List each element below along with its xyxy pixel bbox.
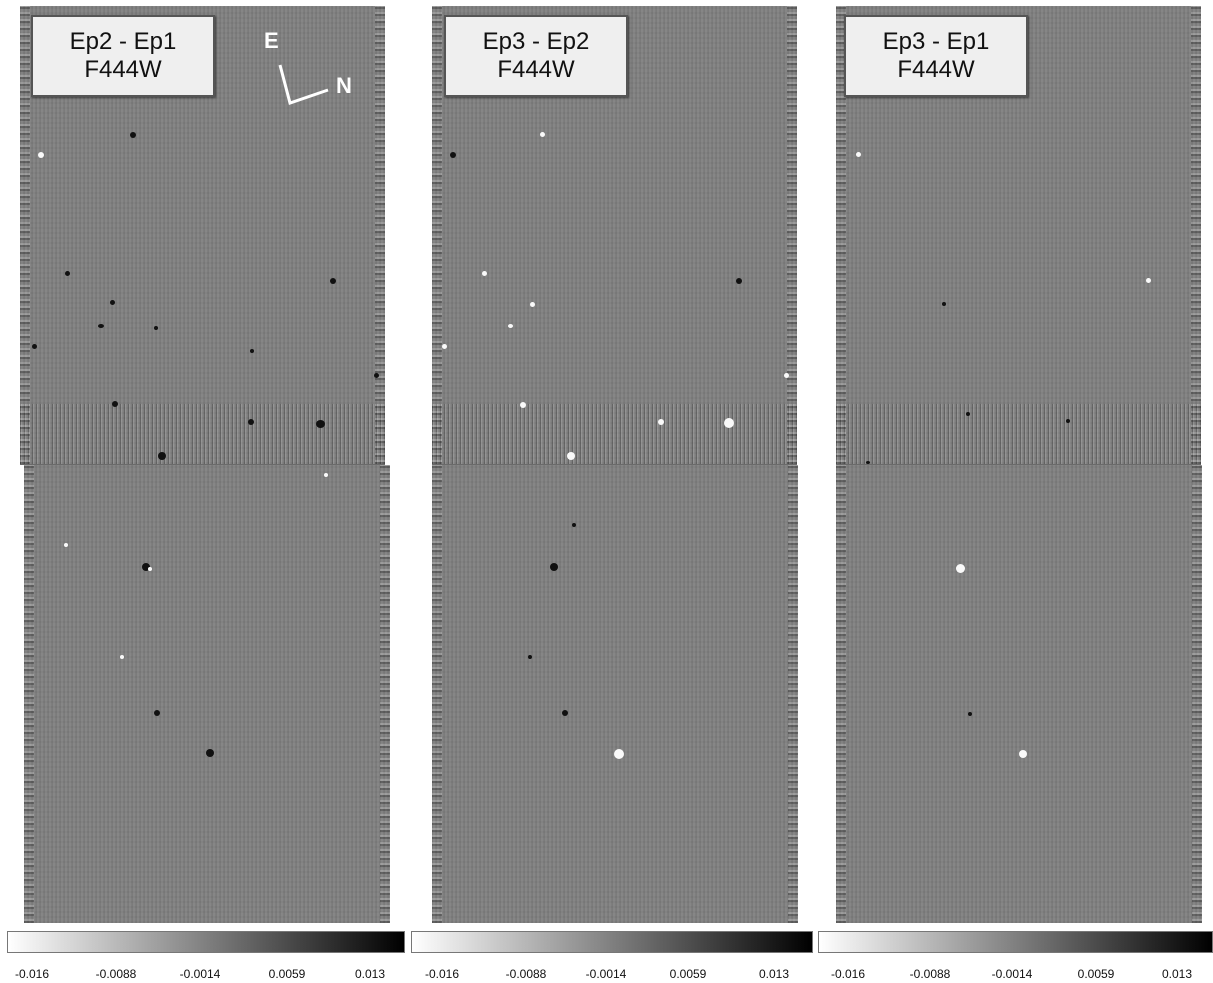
panel-label: Ep2 - Ep1 F444W xyxy=(31,15,215,97)
source-dark xyxy=(450,152,456,158)
colorbar-tick: 0.0059 xyxy=(1077,967,1115,981)
source-light xyxy=(724,418,734,428)
source-dark xyxy=(130,132,136,138)
difference-image-bottom xyxy=(24,465,390,923)
colorbar xyxy=(411,931,813,953)
source-dark xyxy=(330,278,336,284)
panel-filter: F444W xyxy=(497,56,575,83)
source-light xyxy=(64,543,68,547)
panel-title: Ep3 - Ep1 xyxy=(882,28,990,55)
colorbar-tick: -0.016 xyxy=(424,967,460,981)
source-light xyxy=(38,152,44,158)
panel-ep3-ep2: Ep3 - Ep2 F444W -0.016 -0.0088 -0.0014 0… xyxy=(406,0,813,983)
panel-ep3-ep1: Ep3 - Ep1 F444W -0.016 -0.0088 -0.0014 0… xyxy=(812,0,1213,983)
source-dark xyxy=(374,373,379,378)
source-dark xyxy=(32,344,37,349)
source-dark xyxy=(248,419,254,425)
colorbar-tick: -0.0014 xyxy=(585,967,627,981)
difference-image-top xyxy=(432,6,797,465)
source-light xyxy=(324,473,328,477)
panel-filter: F444W xyxy=(84,56,162,83)
source-light xyxy=(148,567,152,571)
source-light xyxy=(1146,278,1151,283)
source-dark xyxy=(1066,419,1070,423)
source-light xyxy=(1019,750,1027,758)
source-light xyxy=(658,419,664,425)
source-light xyxy=(120,655,124,659)
source-dark xyxy=(966,412,970,416)
source-dark xyxy=(562,710,568,716)
colorbar-tick: 0.013 xyxy=(758,967,790,981)
source-dark xyxy=(528,655,532,659)
panel-filter: F444W xyxy=(897,56,975,83)
source-dark xyxy=(550,563,558,571)
source-dark xyxy=(154,710,160,716)
panel-title: Ep2 - Ep1 xyxy=(69,28,177,55)
source-light xyxy=(442,344,447,349)
source-dark xyxy=(942,302,946,306)
colorbar-tick: -0.016 xyxy=(830,967,866,981)
source-dark xyxy=(866,461,870,464)
source-dark xyxy=(112,401,118,407)
source-dark xyxy=(154,326,158,330)
panel-title: Ep3 - Ep2 xyxy=(482,28,590,55)
source-dark xyxy=(250,349,254,353)
colorbar-tick: -0.0014 xyxy=(991,967,1033,981)
colorbar-tick: -0.0088 xyxy=(95,967,137,981)
source-dark xyxy=(968,712,972,716)
source-light xyxy=(856,152,861,157)
source-light xyxy=(520,402,526,408)
colorbar-tick: 0.0059 xyxy=(268,967,306,981)
source-light xyxy=(508,324,513,328)
colorbar-tick: -0.0088 xyxy=(505,967,547,981)
panel-ep2-ep1: Ep2 - Ep1 F444W E N -0.016 -0.0088 -0.00… xyxy=(0,0,405,983)
difference-image-bottom xyxy=(432,465,798,923)
colorbar-tick: 0.0059 xyxy=(669,967,707,981)
source-dark xyxy=(316,420,325,428)
source-dark xyxy=(572,523,576,527)
panel-label: Ep3 - Ep1 F444W xyxy=(844,15,1028,97)
source-dark xyxy=(110,300,115,305)
source-light xyxy=(567,452,575,460)
colorbar-tick: -0.016 xyxy=(14,967,50,981)
source-light xyxy=(482,271,487,276)
colorbar xyxy=(7,931,405,953)
source-light xyxy=(530,302,535,307)
source-dark xyxy=(142,563,150,571)
source-light xyxy=(956,564,965,573)
colorbar-tick: -0.0088 xyxy=(909,967,951,981)
difference-image-bottom xyxy=(836,465,1202,923)
colorbar-tick: 0.013 xyxy=(354,967,386,981)
source-light xyxy=(614,749,624,759)
source-light xyxy=(784,373,789,378)
source-dark xyxy=(98,324,104,328)
source-dark xyxy=(736,278,742,284)
colorbar-tick: -0.0014 xyxy=(179,967,221,981)
source-dark xyxy=(206,749,214,757)
panel-label: Ep3 - Ep2 F444W xyxy=(444,15,628,97)
source-light xyxy=(540,132,545,137)
source-dark xyxy=(158,452,166,460)
source-dark xyxy=(65,271,70,276)
colorbar-tick: 0.013 xyxy=(1161,967,1193,981)
colorbar xyxy=(818,931,1213,953)
